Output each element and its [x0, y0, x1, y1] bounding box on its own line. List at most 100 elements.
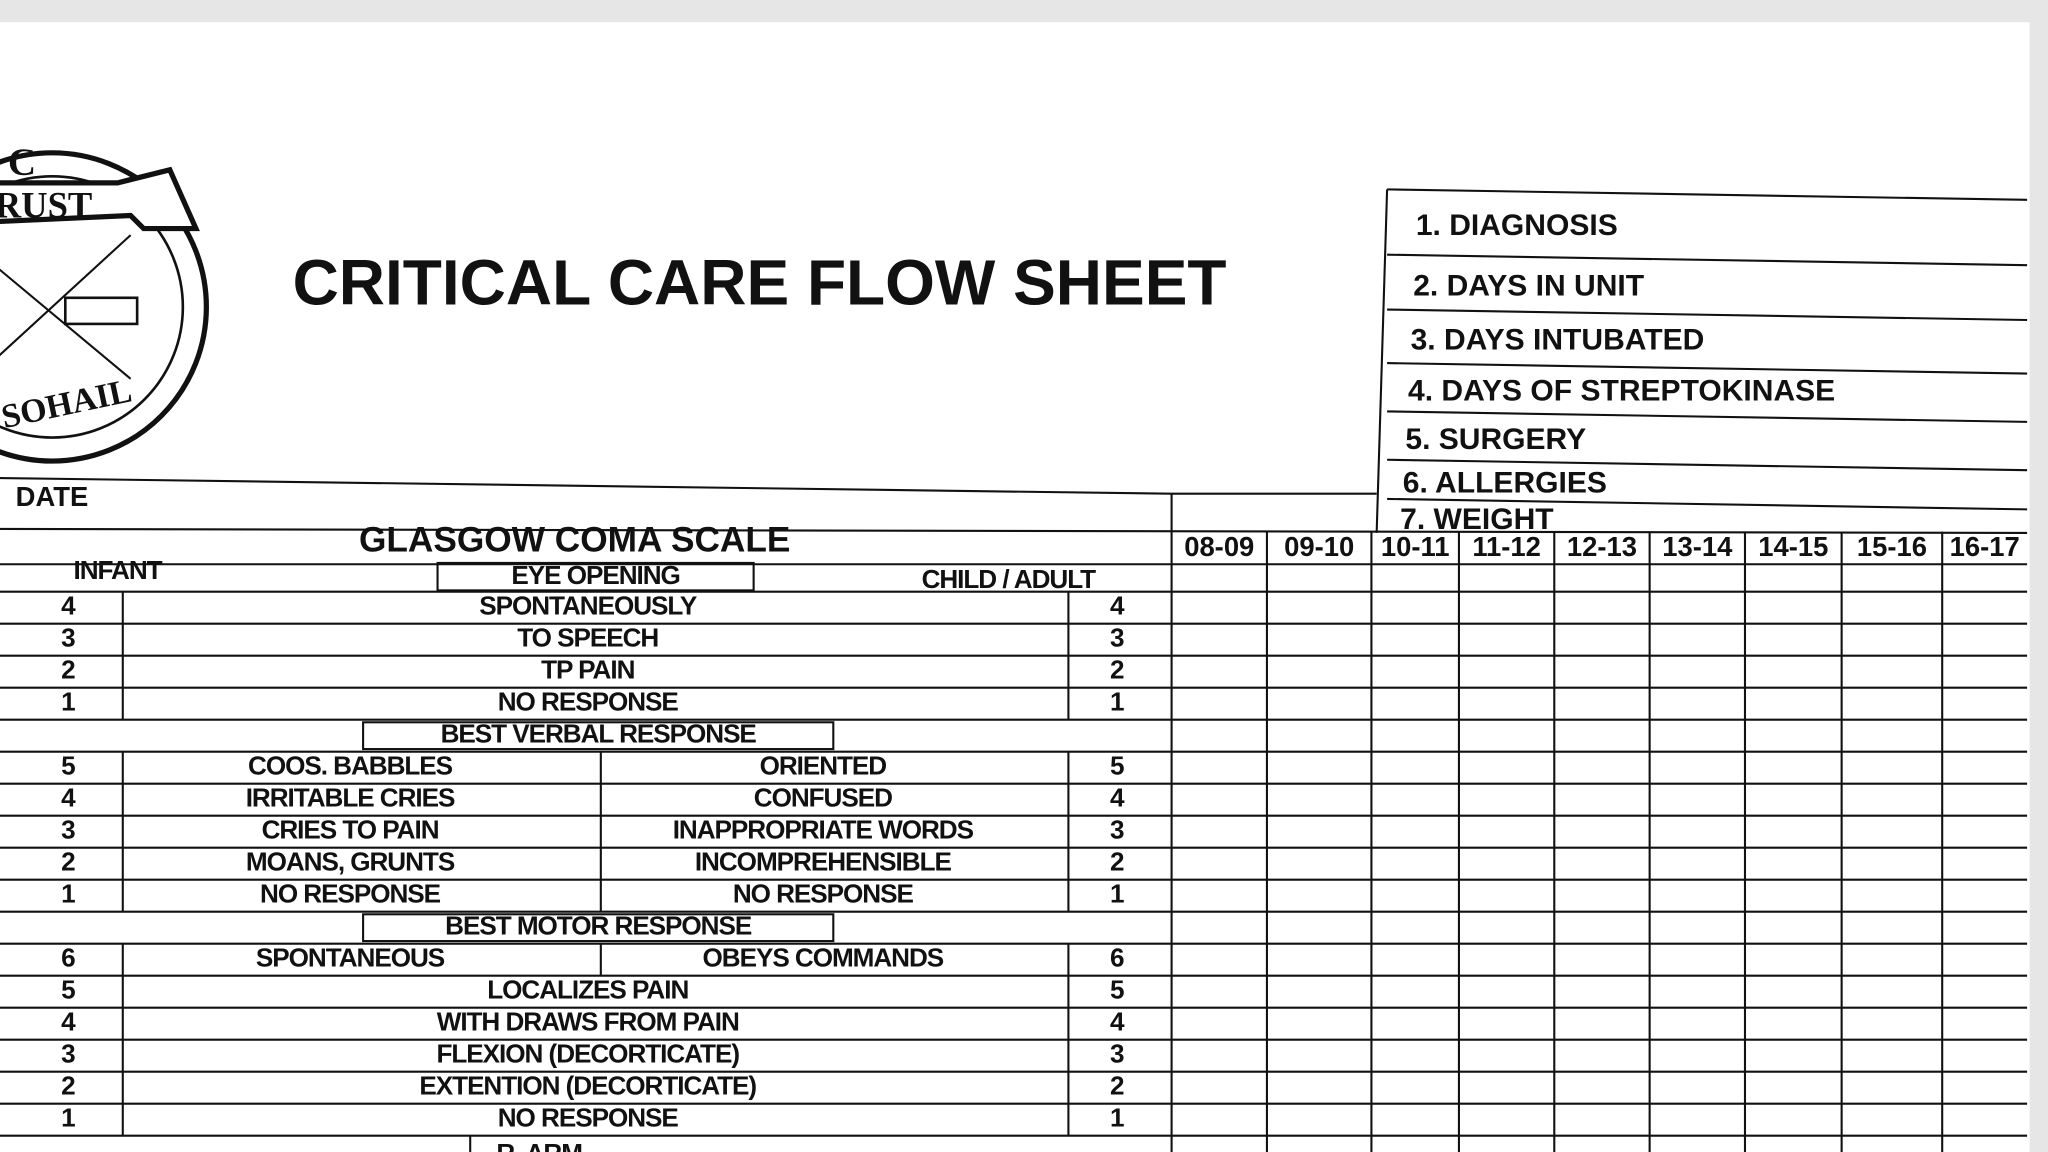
infant-score: 1	[61, 1103, 75, 1133]
next-row-label: R. ARM	[496, 1138, 582, 1152]
time-slot: 09-10	[1284, 531, 1354, 562]
rule	[0, 476, 1172, 495]
time-slot: 16-17	[1950, 531, 2020, 562]
response: TP PAIN	[541, 655, 634, 685]
logo-ring	[0, 150, 209, 464]
rule	[1387, 458, 2028, 472]
adult-score: 2	[1110, 847, 1124, 877]
adult-score: 5	[1110, 975, 1124, 1005]
logo-cross	[0, 234, 132, 357]
logo	[0, 150, 209, 464]
adult-score: 1	[1110, 687, 1124, 717]
infant-response: CRIES TO PAIN	[262, 815, 439, 845]
adult-score: 4	[1110, 591, 1125, 621]
infant-score: 6	[61, 943, 75, 973]
adult-score: 3	[1110, 1039, 1124, 1069]
time-slot: 12-13	[1567, 531, 1637, 562]
paper	[0, 22, 2030, 1152]
rule	[1387, 497, 2028, 511]
top-band	[0, 0, 2048, 23]
title: CRITICAL CARE FLOW SHEET	[293, 246, 1227, 318]
info-item: 7. WEIGHT	[1400, 503, 1554, 536]
section-box	[362, 913, 835, 943]
response: EXTENTION (DECORTICATE)	[419, 1071, 756, 1101]
rule	[1375, 189, 1389, 533]
section-name: BEST VERBAL RESPONSE	[441, 719, 757, 749]
rule	[1387, 308, 2028, 322]
time-slot: 10-11	[1381, 531, 1450, 562]
adult-response: INCOMPREHENSIBLE	[695, 847, 952, 877]
infant-score: 2	[61, 1071, 75, 1101]
response: LOCALIZES PAIN	[487, 975, 688, 1005]
adult-response: NO RESPONSE	[733, 879, 914, 909]
infant-response: IRRITABLE CRIES	[246, 783, 455, 813]
right-edge	[2029, 22, 2048, 1152]
adult-response: CONFUSED	[754, 783, 892, 813]
infant-score: 1	[61, 879, 75, 909]
logo-text: RUST	[0, 184, 92, 225]
time-slot: 11-12	[1472, 531, 1541, 562]
adult-score: 6	[1110, 943, 1124, 973]
adult-score: 3	[1110, 623, 1124, 653]
adult-response: ORIENTED	[760, 751, 887, 781]
info-item: 6. ALLERGIES	[1403, 467, 1607, 500]
logo-banner	[0, 166, 200, 232]
infant-score: 2	[61, 655, 75, 685]
infant-response: SPONTANEOUS	[256, 943, 445, 973]
adult-score: 2	[1110, 655, 1124, 685]
adult-response: OBEYS COMMANDS	[703, 943, 944, 973]
infant-score: 3	[61, 815, 75, 845]
response: FLEXION (DECORTICATE)	[437, 1039, 740, 1069]
rule	[0, 527, 2028, 534]
infant-label: INFANT	[74, 555, 163, 585]
gcs-title: GLASGOW COMA SCALE	[359, 520, 790, 559]
logo-inner-ring	[0, 175, 185, 439]
response: WITH DRAWS FROM PAIN	[437, 1007, 739, 1037]
time-slot: 08-09	[1184, 531, 1254, 562]
response: TO SPEECH	[517, 623, 658, 653]
infant-score: 4	[61, 1007, 76, 1037]
time-slot: 15-16	[1857, 531, 1927, 562]
infant-score: 3	[61, 1039, 75, 1069]
logo-book	[63, 296, 139, 326]
infant-response: NO RESPONSE	[260, 879, 441, 909]
section-box	[362, 721, 835, 751]
rule	[1387, 253, 2028, 267]
rule	[1387, 410, 2028, 423]
infant-score: 4	[61, 783, 76, 813]
infant-score: 2	[61, 847, 75, 877]
logo-text: C	[8, 141, 36, 184]
info-item: 3. DAYS INTUBATED	[1411, 323, 1705, 356]
info-item: 2. DAYS IN UNIT	[1413, 269, 1645, 302]
adult-response: INAPPROPRIATE WORDS	[673, 815, 974, 845]
infant-score: 4	[61, 591, 76, 621]
infant-response: MOANS, GRUNTS	[246, 847, 455, 877]
info-item: 5. SURGERY	[1405, 423, 1586, 456]
time-slot: 14-15	[1758, 531, 1828, 562]
time-slot: 13-14	[1662, 531, 1733, 562]
infant-score: 5	[61, 751, 75, 781]
adult-score: 3	[1110, 815, 1124, 845]
infant-score: 3	[61, 623, 75, 653]
infant-score: 1	[61, 687, 75, 717]
response: NO RESPONSE	[498, 687, 679, 717]
rule	[1387, 188, 2028, 201]
section-name: BEST MOTOR RESPONSE	[445, 911, 752, 941]
adult-score: 4	[1110, 1007, 1125, 1037]
response: NO RESPONSE	[498, 1103, 679, 1133]
response: SPONTANEOUSLY	[479, 591, 697, 621]
info-item: 4. DAYS OF STREPTOKINASE	[1408, 374, 1835, 407]
adult-score: 5	[1110, 751, 1124, 781]
infant-score: 5	[61, 975, 75, 1005]
rule	[1387, 362, 2028, 375]
infant-response: COOS. BABBLES	[248, 751, 453, 781]
adult-score: 1	[1110, 1103, 1124, 1133]
adult-score: 1	[1110, 879, 1124, 909]
info-item: 1. DIAGNOSIS	[1416, 209, 1618, 242]
logo-cross	[0, 268, 132, 380]
date-label: DATE	[16, 481, 89, 512]
section-name: EYE OPENING	[511, 560, 679, 590]
adult-score: 4	[1110, 783, 1125, 813]
